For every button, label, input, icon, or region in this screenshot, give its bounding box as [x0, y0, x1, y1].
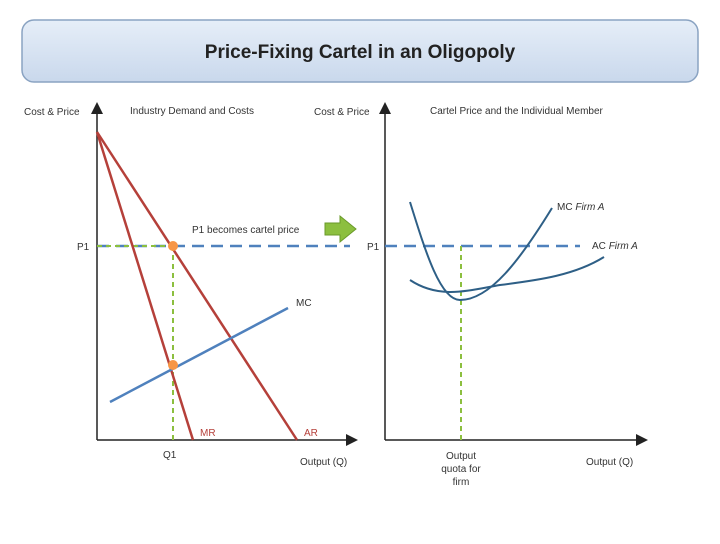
ac-qualifier: Firm A [609, 241, 638, 252]
quota-label-line: firm [453, 477, 470, 488]
x-axis-label: Output (Q) [586, 457, 633, 468]
price-label: P1 [367, 242, 380, 253]
price-label: P1 [77, 242, 90, 253]
price-point [168, 241, 178, 251]
title-box [21, 19, 699, 83]
mr-mc-point [168, 360, 178, 370]
y-axis-label: Cost & Price [314, 107, 370, 118]
mc-qualifier: Firm A [575, 202, 604, 213]
x-axis-label: Output (Q) [300, 457, 347, 468]
quota-label-line: quota for [441, 464, 481, 475]
arrow [324, 214, 357, 244]
right-panel: Cost & Price Cartel Price and the Indivi… [314, 102, 648, 488]
quantity-label: Q1 [163, 450, 177, 461]
panel-heading: Cartel Price and the Individual Member [430, 106, 604, 117]
mr-label: MR [200, 428, 216, 439]
ar-curve [95, 131, 299, 441]
mc-label: MC [296, 298, 312, 309]
mc-label: MC Firm A [557, 202, 605, 213]
left-panel: Cost & Price Industry Demand and Costs O… [24, 102, 358, 468]
y-axis-label: Cost & Price [24, 107, 80, 118]
panel-heading: Industry Demand and Costs [130, 106, 254, 117]
arrow-label: P1 becomes cartel price [192, 225, 300, 236]
mc-curve [109, 306, 289, 404]
title: Price-Fixing Cartel in an Oligopoly [205, 42, 516, 63]
ac-curve [409, 256, 605, 293]
quota-label-line: Output [446, 451, 476, 462]
ac-label: AC Firm A [592, 241, 638, 252]
ac-text: AC [592, 241, 606, 252]
mc-text: MC [557, 202, 573, 213]
mr-curve [95, 131, 195, 441]
mc-curve [409, 201, 553, 302]
ar-label: AR [304, 428, 318, 439]
